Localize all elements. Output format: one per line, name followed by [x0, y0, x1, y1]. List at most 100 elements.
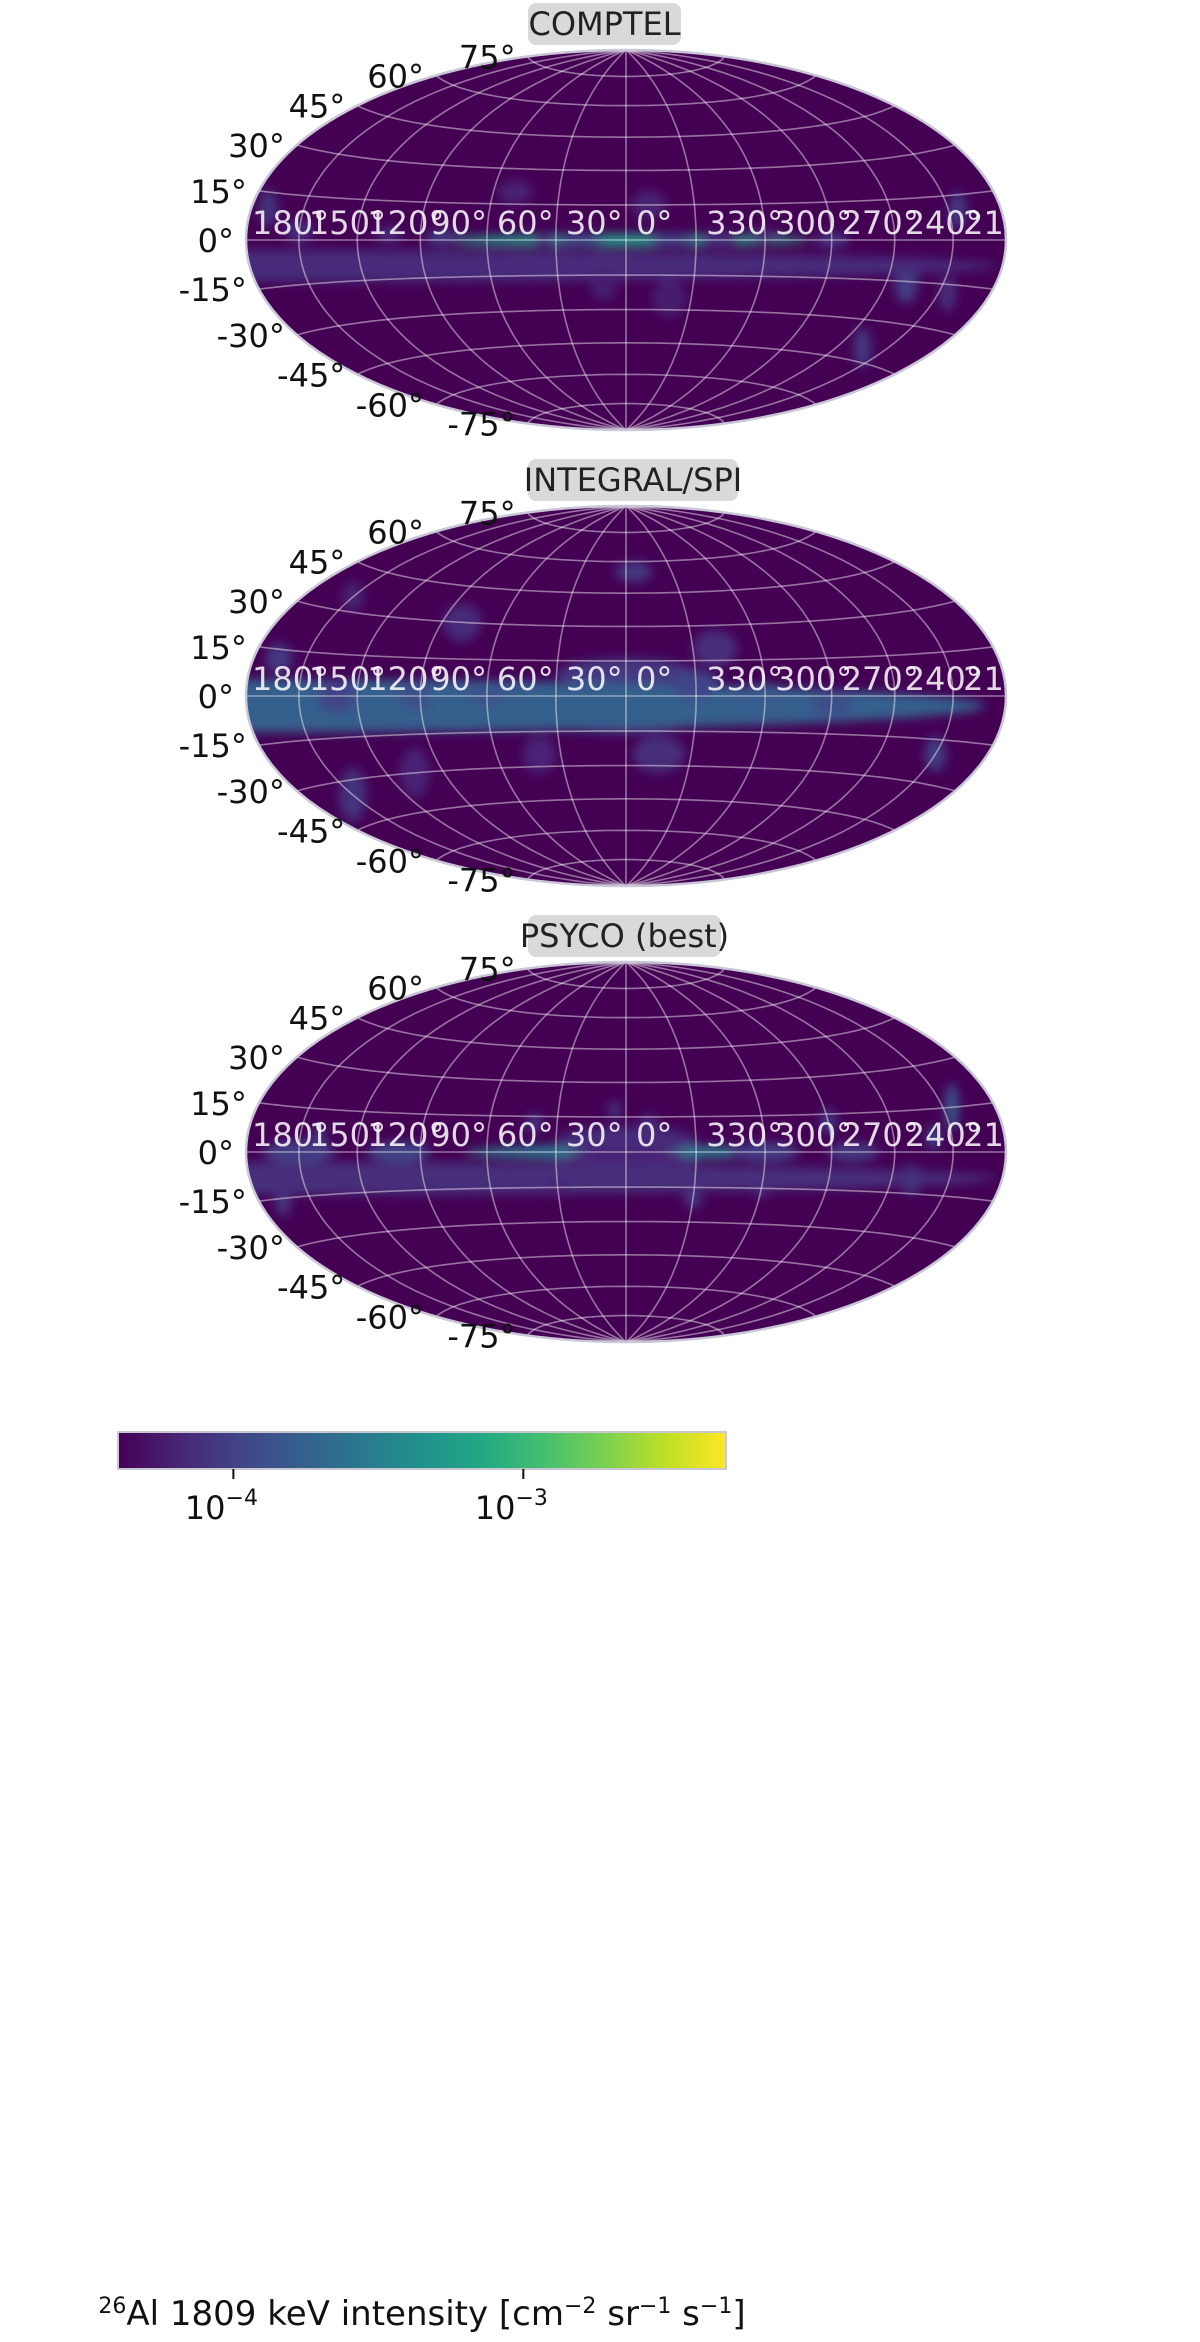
sky-map-panel: 180°150°120°90° 60° 30° 0° 330°300°270°240°2… [179, 459, 1040, 900]
lon-tick-label: 150° [309, 1116, 386, 1154]
lat-tick-label: -30° [217, 1229, 285, 1267]
emission-feature [948, 192, 967, 228]
lon-tick-label: 0° [636, 204, 672, 242]
parallel-line [258, 274, 994, 290]
colorbar-label-sup-1: −2 [564, 2294, 596, 2319]
meridian-line [419, 50, 627, 430]
lon-tick-label: 240° [905, 660, 982, 698]
panel-title-box [528, 915, 721, 957]
emission-feature [652, 279, 687, 317]
meridian-line [555, 962, 627, 1342]
meridian-line [486, 50, 627, 430]
lon-tick-label: 120° [367, 204, 444, 242]
lat-tick-label: 0° [198, 678, 234, 716]
emission-feature [809, 690, 854, 717]
colorbar-tick-label: 10−4 [185, 1486, 258, 1527]
parallel-line [356, 104, 896, 138]
sky-map-outline [244, 504, 1008, 888]
emission-feature [607, 1100, 622, 1120]
lat-tick-label: -60° [356, 387, 424, 425]
lon-tick-label: 150° [309, 660, 386, 698]
emission-feature [442, 603, 482, 641]
lon-tick-label: 240° [905, 1116, 982, 1154]
lat-tick-label: 15° [190, 629, 247, 667]
lon-tick-label: 90° [430, 1116, 487, 1154]
lon-tick-label: 240° [905, 204, 982, 242]
emission-feature [284, 219, 314, 243]
emission-feature [424, 230, 460, 245]
lat-tick-label: 30° [228, 127, 285, 165]
colorbar-label-text-2: sr [596, 2294, 639, 2334]
colorbar-tick-label: 10−3 [475, 1486, 548, 1527]
emission-feature [317, 679, 357, 713]
meridian-line [625, 962, 697, 1342]
lat-tick-label: -75° [447, 406, 515, 444]
parallel-line [296, 144, 956, 172]
parallel-line [258, 646, 994, 662]
meridian-line [625, 962, 896, 1342]
parallel-line [435, 986, 817, 1019]
emission-feature [630, 191, 668, 219]
lon-tick-label: 60° [497, 660, 554, 698]
sky-map-panel: 180°150°120°90° 60° 30° 0° 330°300°270°240°2… [179, 915, 1040, 1356]
emission-feature [672, 670, 720, 699]
parallel-line [356, 798, 896, 832]
emission-feature [814, 232, 850, 248]
meridian-line [625, 50, 896, 430]
meridian-line [625, 50, 697, 430]
colorbar-tick-base: 10 [475, 1489, 516, 1527]
parallel-line [526, 56, 726, 78]
colorbar-label: 26Al 1809 keV intensity [cm−2 sr−1 s−1] [98, 2294, 745, 2334]
emission-feature [752, 1178, 771, 1198]
lat-tick-label: -30° [217, 317, 285, 355]
parallel-line [258, 730, 994, 746]
lat-tick-label: -45° [277, 1268, 345, 1306]
lon-tick-label: 30° [566, 204, 623, 242]
emission-feature [590, 272, 617, 301]
panel-title-box [528, 459, 738, 501]
emission-feature [944, 1084, 959, 1131]
parallel-line [356, 560, 896, 594]
meridian-line [356, 50, 627, 430]
lat-tick-label: 0° [198, 222, 234, 260]
meridian-line [555, 506, 627, 886]
emission-feature [367, 1141, 431, 1163]
colorbar-label-sup-3: −1 [700, 2294, 732, 2319]
parallel-line [526, 1314, 726, 1336]
emission-feature [311, 1126, 327, 1150]
meridian-line [625, 506, 697, 886]
panel-title-box [528, 3, 681, 45]
emission-feature [258, 189, 279, 227]
meridian-line [625, 962, 766, 1342]
sky-map-panel: 180°150°120°90° 60° 30° 0° 330°300°270°240°2… [179, 3, 1040, 444]
parallel-line [296, 764, 956, 792]
lat-tick-label: -15° [179, 271, 247, 309]
parallel-line [296, 1056, 956, 1084]
colorbar-tick-exponent: −3 [515, 1486, 547, 1511]
lon-tick-label: 330° [706, 1116, 783, 1154]
parallel-line [356, 1254, 896, 1288]
lat-tick-label: -60° [356, 1299, 424, 1337]
parallel-line [435, 74, 817, 107]
parallel-line [356, 1016, 896, 1050]
lon-tick-label: 60° [497, 1116, 554, 1154]
emission-feature [548, 1178, 567, 1197]
lat-tick-label: 0° [198, 1134, 234, 1172]
colorbar-tick-exponent: −4 [226, 1486, 258, 1511]
lon-tick-label: 330° [706, 204, 783, 242]
sky-map-outline [244, 960, 1008, 1344]
lon-tick-label: 330° [706, 660, 783, 698]
colorbar-label-sup-2: −1 [639, 2294, 671, 2319]
emission-feature [534, 234, 554, 246]
emission-feature [684, 1189, 702, 1209]
emission-feature [700, 232, 738, 248]
lon-tick-label: 0° [636, 1116, 672, 1154]
lat-tick-label: 75° [459, 39, 516, 77]
colorbar-label-text-1: Al 1809 keV intensity [cm [126, 2294, 564, 2334]
emission-feature [938, 275, 956, 312]
meridian-line [625, 50, 766, 430]
parallel-line [435, 373, 817, 406]
emission-feature [265, 643, 293, 674]
lon-tick-label: 270° [842, 204, 919, 242]
